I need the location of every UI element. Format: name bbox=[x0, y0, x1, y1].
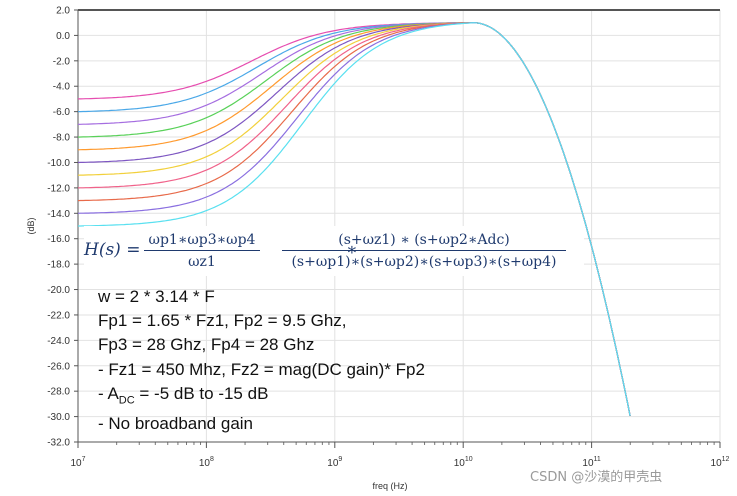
series-curves bbox=[77, 22, 631, 417]
y-tick-label: -28.0 bbox=[47, 387, 70, 398]
x-tick-label: 1010 bbox=[454, 456, 473, 469]
formula-fraction-2: (s+ωz1) ∗ (s+ωp2∗Adc) (s+ωp1)∗(s+ωp2)∗(s… bbox=[282, 232, 566, 270]
y-tick-label: -8.0 bbox=[53, 133, 71, 144]
transfer-function-formula: H(s) = ωp1∗ωp3∗ωp4 ωz1 ∗ (s+ωz1) ∗ (s+ωp… bbox=[84, 226, 584, 276]
formula-fraction-2-numerator: (s+ωz1) ∗ (s+ωp2∗Adc) bbox=[282, 232, 566, 251]
note-line-3: Fp3 = 28 Ghz, Fp4 = 28 Ghz bbox=[98, 335, 315, 355]
y-tick-label: -16.0 bbox=[47, 234, 70, 245]
y-tick-label: -32.0 bbox=[47, 438, 70, 449]
formula-fraction-1-numerator: ωp1∗ωp3∗ωp4 bbox=[144, 232, 260, 251]
y-tick-label: -18.0 bbox=[47, 260, 70, 271]
formula-lhs: H(s) = bbox=[84, 240, 141, 260]
note-line-5-suffix: = -5 dB to -15 dB bbox=[134, 383, 269, 403]
y-tick-label: -20.0 bbox=[47, 285, 70, 296]
x-tick-label: 109 bbox=[327, 456, 342, 469]
y-tick-label: 0.0 bbox=[56, 31, 70, 42]
note-line-2: Fp1 = 1.65 * Fz1, Fp2 = 9.5 Ghz, bbox=[98, 311, 347, 331]
formula-fraction-2-denominator: (s+ωp1)∗(s+ωp2)∗(s+ωp3)∗(s+ωp4) bbox=[291, 254, 557, 270]
y-tick-label: -14.0 bbox=[47, 209, 70, 220]
axes bbox=[74, 9, 721, 448]
y-tick-label: -12.0 bbox=[47, 183, 70, 194]
y-tick-labels: 2.0 0.0 -2.0 -4.0 -6.0 -8.0 -10.0 -12.0 -14.0 -16… bbox=[47, 6, 70, 449]
series-line bbox=[78, 22, 631, 417]
y-tick-label: -2.0 bbox=[53, 56, 71, 67]
x-tick-label: 107 bbox=[70, 456, 85, 469]
y-tick-label: -10.0 bbox=[47, 158, 70, 169]
note-line-6: - No broadband gain bbox=[98, 414, 254, 434]
note-line-4: - Fz1 = 450 Mhz, Fz2 = mag(DC gain)* Fp2 bbox=[98, 359, 425, 379]
y-tick-label: -6.0 bbox=[53, 107, 71, 118]
y-tick-label: -22.0 bbox=[47, 310, 70, 321]
note-line-1: w = 2 * 3.14 * F bbox=[98, 287, 215, 306]
y-tick-label: 2.0 bbox=[56, 6, 70, 17]
formula-fraction-1: ωp1∗ωp3∗ωp4 ωz1 bbox=[144, 232, 260, 270]
parameter-notes: w = 2 * 3.14 * F Fp1 = 1.65 * Fz1, Fp2 =… bbox=[98, 285, 425, 437]
x-tick-label: 108 bbox=[199, 456, 214, 469]
y-tick-label: -4.0 bbox=[53, 82, 71, 93]
x-axis-label: freq (Hz) bbox=[372, 481, 407, 491]
note-line-5: - ADC = -5 dB to -15 dB bbox=[98, 382, 425, 413]
note-line-5-subscript: DC bbox=[118, 394, 135, 407]
y-tick-label: -30.0 bbox=[47, 412, 70, 423]
y-tick-label: -24.0 bbox=[47, 336, 70, 347]
watermark: CSDN @沙漠的甲壳虫 bbox=[530, 470, 663, 485]
y-tick-label: -26.0 bbox=[47, 361, 70, 372]
x-tick-label: 1012 bbox=[711, 456, 730, 469]
note-line-5-prefix: - A bbox=[98, 383, 119, 403]
y-axis-label: (dB) bbox=[26, 217, 36, 234]
formula-fraction-1-denominator: ωz1 bbox=[188, 254, 216, 270]
